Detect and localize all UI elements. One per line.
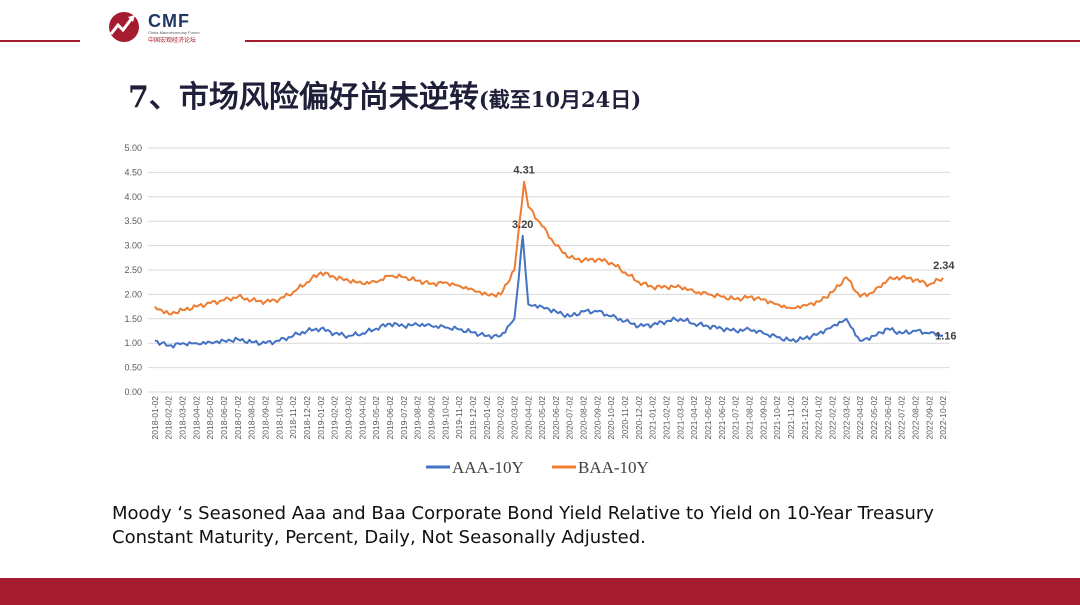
y-tick-label: 5.00 [124, 143, 142, 153]
x-tick-label: 2019-12-02 [468, 396, 478, 440]
x-tick-label: 2019-09-02 [426, 396, 436, 440]
x-tick-label: 2022-10-02 [938, 396, 948, 440]
x-tick-label: 2022-05-02 [869, 396, 879, 440]
y-tick-label: 2.00 [124, 289, 142, 299]
x-tick-label: 2021-06-02 [717, 396, 727, 440]
x-tick-label: 2018-03-02 [178, 396, 188, 440]
cmf-logo-icon [109, 12, 139, 42]
x-tick-label: 2018-10-02 [274, 396, 284, 440]
y-tick-label: 2.50 [124, 265, 142, 275]
x-tick-label: 2021-07-02 [731, 396, 741, 440]
x-tick-label: 2022-01-02 [814, 396, 824, 440]
data-labels: 3.20 1.16 4.31 2.34 [512, 165, 956, 343]
x-tick-label: 2019-07-02 [399, 396, 409, 440]
logo-name: CMF [148, 11, 190, 31]
x-tick-label: 2021-09-02 [758, 396, 768, 440]
x-tick-label: 2019-03-02 [344, 396, 354, 440]
peak-label: 4.31 [513, 165, 534, 177]
y-tick-label: 0.50 [124, 363, 142, 373]
end-label: 1.16 [935, 330, 956, 342]
x-tick-label: 2020-09-02 [592, 396, 602, 440]
spread-chart: 0.00 0.50 1.00 1.50 2.00 2.50 3.00 3.50 4.00 4.50… [108, 138, 968, 495]
y-tick-label: 3.00 [124, 241, 142, 251]
x-tick-label: 2018-11-02 [288, 396, 298, 439]
x-tick-label: 2019-08-02 [413, 396, 423, 440]
chart-grid [148, 147, 950, 393]
x-tick-label: 2022-06-02 [883, 396, 893, 440]
footer-bar [0, 578, 1080, 605]
x-tick-label: 2018-04-02 [191, 396, 201, 440]
x-tick-label: 2018-08-02 [247, 396, 257, 440]
x-tick-label: 2018-02-02 [164, 396, 174, 440]
y-tick-label: 3.50 [124, 216, 142, 226]
x-tick-label: 2018-12-02 [302, 396, 312, 440]
x-tick-label: 2020-12-02 [634, 396, 644, 440]
x-tick-label: 2019-04-02 [357, 396, 367, 440]
x-tick-label: 2022-07-02 [897, 396, 907, 440]
x-tick-label: 2020-05-02 [537, 396, 547, 440]
x-tick-label: 2021-05-02 [703, 396, 713, 440]
x-tick-label: 2020-11-02 [620, 396, 630, 439]
logo-chinese-name: 中国宏观经济论坛 [148, 38, 197, 44]
series-line-baa-10y [154, 180, 944, 316]
x-tick-label: 2020-08-02 [579, 396, 589, 440]
x-tick-label: 2021-12-02 [800, 396, 810, 440]
x-tick-label: 2018-01-02 [150, 396, 160, 440]
x-tick-label: 2021-11-02 [786, 396, 796, 439]
y-axis-ticks: 0.00 0.50 1.00 1.50 2.00 2.50 3.00 3.50 4.00 4.50… [124, 143, 142, 397]
x-tick-label: 2018-05-02 [205, 396, 215, 440]
end-label: 2.34 [933, 260, 955, 272]
x-tick-label: 2019-05-02 [371, 396, 381, 440]
y-tick-label: 1.50 [124, 314, 142, 324]
y-tick-label: 1.00 [124, 338, 142, 348]
y-tick-label: 4.50 [124, 167, 142, 177]
x-tick-label: 2021-02-02 [662, 396, 672, 440]
x-tick-label: 2021-10-02 [772, 396, 782, 440]
x-tick-label: 2020-10-02 [606, 396, 616, 440]
caption-line-1: Moody ‘s Seasoned Aaa and Baa Corporate … [112, 503, 934, 524]
y-tick-label: 4.00 [124, 192, 142, 202]
peak-label: 3.20 [512, 219, 533, 231]
slide-title-date: (截至10月24日) [478, 87, 642, 112]
slide-title: 7、市场风险偏好尚未逆转(截至10月24日) [128, 72, 641, 116]
header-rule-left [0, 40, 80, 42]
cmf-logo: CMF China Macroeconomy Forum 中国宏观经济论坛 [108, 10, 228, 46]
legend-label: AAA-10Y [452, 458, 524, 477]
spread-chart-svg: 0.00 0.50 1.00 1.50 2.00 2.50 3.00 3.50 4.00 4.50… [124, 143, 956, 477]
x-tick-label: 2022-04-02 [855, 396, 865, 440]
chart-caption: Moody ‘s Seasoned Aaa and Baa Corporate … [112, 502, 992, 550]
x-tick-label: 2021-03-02 [675, 396, 685, 440]
x-tick-label: 2021-01-02 [648, 396, 658, 440]
x-tick-label: 2022-09-02 [924, 396, 934, 440]
x-tick-label: 2022-08-02 [910, 396, 920, 440]
x-tick-label: 2020-04-02 [523, 396, 533, 440]
logo-subtitle: China Macroeconomy Forum [148, 30, 200, 35]
x-tick-label: 2019-06-02 [385, 396, 395, 440]
x-tick-label: 2018-07-02 [233, 396, 243, 440]
x-tick-label: 2020-07-02 [565, 396, 575, 440]
chart-legend: AAA-10Y BAA-10Y [426, 458, 649, 477]
x-tick-label: 2018-06-02 [219, 396, 229, 440]
x-tick-label: 2019-11-02 [454, 396, 464, 439]
x-tick-label: 2020-02-02 [496, 396, 506, 440]
series-line-aaa-10y [154, 234, 944, 349]
x-tick-label: 2022-02-02 [827, 396, 837, 440]
x-tick-label: 2021-08-02 [745, 396, 755, 440]
x-tick-label: 2019-10-02 [440, 396, 450, 440]
caption-line-2: Constant Maturity, Percent, Daily, Not S… [112, 527, 646, 548]
x-tick-label: 2019-02-02 [330, 396, 340, 440]
x-tick-label: 2020-01-02 [482, 396, 492, 440]
chart-series [154, 180, 944, 349]
x-tick-label: 2020-06-02 [551, 396, 561, 440]
x-tick-label: 2020-03-02 [509, 396, 519, 440]
x-tick-label: 2018-09-02 [261, 396, 271, 440]
header-rule-right [245, 40, 1080, 42]
y-tick-label: 0.00 [124, 387, 142, 397]
x-tick-label: 2022-03-02 [841, 396, 851, 440]
x-axis-ticks: 2018-01-02 2018-02-02 2018-03-02 2018-04-02… [150, 396, 948, 440]
x-tick-label: 2021-04-02 [689, 396, 699, 440]
x-tick-label: 2019-01-02 [316, 396, 326, 440]
legend-label: BAA-10Y [578, 458, 649, 477]
slide-title-main: 7、市场风险偏好尚未逆转 [128, 80, 479, 115]
